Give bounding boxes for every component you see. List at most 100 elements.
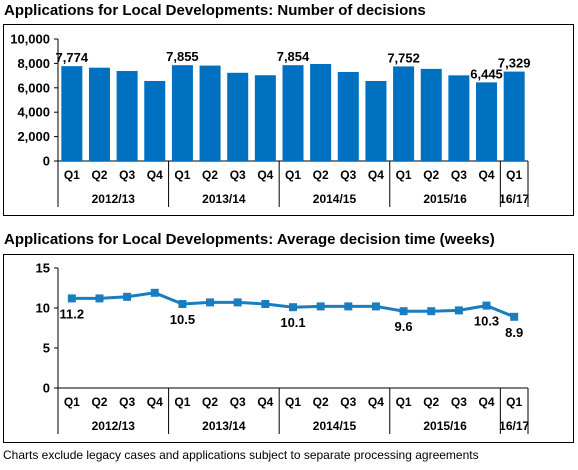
line-point bbox=[206, 298, 215, 307]
bar-chart-group-label: 16/17 bbox=[499, 192, 529, 206]
bar-chart-category-label: Q1 bbox=[64, 168, 80, 182]
bar-chart: 0 2,000 4,000 6,000 8,000 10,000 Q1 Q2 Q3 Q4 Q1 Q2 Q… bbox=[10, 32, 531, 207]
bar-chart-category-label: Q4 bbox=[257, 168, 273, 182]
bar-data-label: 7,855 bbox=[166, 49, 199, 64]
line-point bbox=[427, 307, 436, 316]
line-chart-category-label: Q2 bbox=[423, 395, 439, 409]
line-data-label: 10.3 bbox=[474, 314, 499, 329]
line-point bbox=[482, 301, 491, 310]
line-data-label: 10.5 bbox=[170, 312, 195, 327]
bar-chart-category-label: Q3 bbox=[230, 168, 246, 182]
bar bbox=[337, 71, 359, 161]
line-chart-title: Applications for Local Developments: Ave… bbox=[4, 231, 495, 248]
line-chart-y-tick-label: 0 bbox=[43, 381, 50, 396]
bar bbox=[227, 72, 249, 161]
bar-data-label: 7,854 bbox=[277, 49, 310, 64]
bar bbox=[61, 66, 83, 161]
bar-chart-category-label: Q3 bbox=[340, 168, 356, 182]
bar bbox=[116, 70, 138, 161]
line-chart-category-label: Q2 bbox=[313, 395, 329, 409]
bar-chart-y-tick-label: 8,000 bbox=[17, 56, 50, 71]
line-chart-category-label: Q4 bbox=[147, 395, 163, 409]
line-chart-group-label: 2012/13 bbox=[92, 419, 136, 433]
line-chart-category-label: Q1 bbox=[285, 395, 301, 409]
line-data-label: 9.6 bbox=[395, 319, 413, 334]
line-chart-category-label: Q4 bbox=[368, 395, 384, 409]
line-chart-y-tick-label: 10 bbox=[36, 301, 50, 316]
bar-data-label: 7,774 bbox=[56, 50, 89, 65]
bar-chart-category-label: Q3 bbox=[451, 168, 467, 182]
bar-chart-category-label: Q4 bbox=[479, 168, 495, 182]
bar-chart-group-label: 2012/13 bbox=[92, 192, 136, 206]
line-chart-category-label: Q1 bbox=[174, 395, 190, 409]
bar bbox=[476, 82, 498, 161]
line-chart-category-label: Q3 bbox=[230, 395, 246, 409]
line-chart-category-label: Q3 bbox=[340, 395, 356, 409]
line-point bbox=[67, 294, 76, 303]
line-chart-category-label: Q2 bbox=[91, 395, 107, 409]
bar bbox=[199, 65, 221, 161]
bar-chart-group-label: 2014/15 bbox=[313, 192, 357, 206]
line-chart-y-tick-label: 5 bbox=[43, 341, 50, 356]
bar-chart-title: Applications for Local Developments: Num… bbox=[4, 2, 426, 19]
line-chart-category-label: Q1 bbox=[506, 395, 522, 409]
line-data-label: 8.9 bbox=[505, 325, 523, 340]
footnote: Charts exclude legacy cases and applicat… bbox=[3, 448, 479, 462]
line-point bbox=[454, 306, 463, 315]
bar bbox=[393, 66, 415, 161]
line-point bbox=[150, 288, 159, 297]
bar-chart-group-label: 2013/14 bbox=[202, 192, 246, 206]
bar-chart-y-tick-label: 6,000 bbox=[17, 80, 50, 95]
bar-chart-group-label: 2015/16 bbox=[423, 192, 467, 206]
line-point bbox=[178, 300, 187, 308]
line-chart-category-label: Q2 bbox=[202, 395, 218, 409]
bar-data-label: 7,752 bbox=[387, 50, 420, 65]
bar-chart-category-label: Q2 bbox=[202, 168, 218, 182]
line-chart-y-tick-label: 15 bbox=[36, 261, 50, 276]
line-chart-category-label: Q3 bbox=[451, 395, 467, 409]
bar-chart-y-tick-label: 0 bbox=[43, 154, 50, 169]
bar-chart-y-tick-label: 10,000 bbox=[10, 32, 50, 47]
line-chart-group-label: 16/17 bbox=[499, 419, 529, 433]
bar-chart-category-label: Q3 bbox=[119, 168, 135, 182]
bar-chart-category-label: Q2 bbox=[423, 168, 439, 182]
line-chart: 0 5 10 15 Q1 Q2 Q3 Q4 Q1 Q2 Q3 Q4 Q1 Q2 Q3 Q4 Q1 Q2 Q3 Q4 Q1… bbox=[36, 261, 530, 434]
line-point bbox=[261, 300, 270, 308]
bar-chart-category-label: Q4 bbox=[147, 168, 163, 182]
bar-chart-category-label: Q2 bbox=[91, 168, 107, 182]
bar-chart-category-label: Q1 bbox=[285, 168, 301, 182]
line-point bbox=[95, 294, 104, 303]
line-point bbox=[371, 302, 380, 311]
bar-chart-category-label: Q1 bbox=[506, 168, 522, 182]
bar bbox=[420, 68, 442, 161]
bar-chart-category-label: Q1 bbox=[396, 168, 412, 182]
line-chart-category-label: Q1 bbox=[396, 395, 412, 409]
bar-data-label: 7,329 bbox=[498, 56, 531, 71]
line-chart-category-label: Q4 bbox=[257, 395, 273, 409]
bar bbox=[254, 75, 276, 161]
bar bbox=[171, 65, 193, 161]
line-chart-group-label: 2014/15 bbox=[313, 419, 357, 433]
line-point bbox=[289, 303, 297, 312]
bar-chart-category-label: Q2 bbox=[313, 168, 329, 182]
line-point bbox=[316, 302, 325, 311]
bar bbox=[503, 71, 525, 161]
bar-chart-category-label: Q4 bbox=[368, 168, 384, 182]
bar-chart-y-tick-label: 2,000 bbox=[17, 129, 50, 144]
line-chart-panel: 0 5 10 15 Q1 Q2 Q3 Q4 Q1 Q2 Q3 Q4 Q1 Q2 Q3 Q4 Q1 Q2 Q3 Q4 Q1… bbox=[3, 254, 574, 443]
line-chart-category-label: Q3 bbox=[119, 395, 135, 409]
line-chart-category-label: Q4 bbox=[479, 395, 495, 409]
line-chart-group-label: 2013/14 bbox=[202, 419, 246, 433]
bar bbox=[365, 80, 387, 161]
bar-chart-y-tick-label: 4,000 bbox=[17, 105, 50, 120]
bar-data-label: 6,445 bbox=[470, 66, 503, 81]
line-point bbox=[344, 302, 353, 311]
bar bbox=[448, 75, 470, 161]
line-point bbox=[233, 298, 242, 307]
bar bbox=[282, 65, 304, 161]
line-data-label: 10.1 bbox=[280, 315, 305, 330]
line-chart-group-label: 2015/16 bbox=[423, 419, 467, 433]
bar bbox=[144, 80, 166, 161]
line-chart-category-label: Q1 bbox=[64, 395, 80, 409]
bar bbox=[88, 67, 110, 161]
